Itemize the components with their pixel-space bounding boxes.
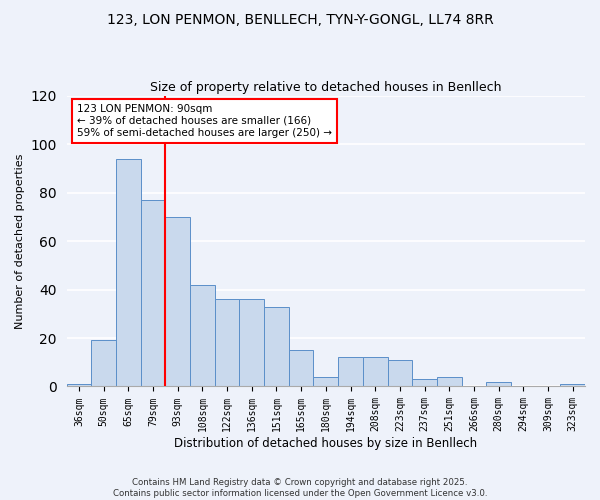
Bar: [166, 217, 190, 386]
Bar: [91, 340, 116, 386]
Bar: [388, 360, 412, 386]
Bar: [264, 306, 289, 386]
Bar: [338, 358, 363, 386]
Bar: [215, 299, 239, 386]
Bar: [437, 377, 461, 386]
Bar: [560, 384, 585, 386]
Title: Size of property relative to detached houses in Benllech: Size of property relative to detached ho…: [150, 82, 502, 94]
Bar: [190, 284, 215, 386]
Bar: [486, 382, 511, 386]
Text: 123, LON PENMON, BENLLECH, TYN-Y-GONGL, LL74 8RR: 123, LON PENMON, BENLLECH, TYN-Y-GONGL, …: [107, 12, 493, 26]
X-axis label: Distribution of detached houses by size in Benllech: Distribution of detached houses by size …: [174, 437, 478, 450]
Bar: [239, 299, 264, 386]
Text: 123 LON PENMON: 90sqm
← 39% of detached houses are smaller (166)
59% of semi-det: 123 LON PENMON: 90sqm ← 39% of detached …: [77, 104, 332, 138]
Text: Contains HM Land Registry data © Crown copyright and database right 2025.
Contai: Contains HM Land Registry data © Crown c…: [113, 478, 487, 498]
Bar: [289, 350, 313, 387]
Bar: [412, 379, 437, 386]
Bar: [313, 377, 338, 386]
Y-axis label: Number of detached properties: Number of detached properties: [15, 154, 25, 329]
Bar: [141, 200, 166, 386]
Bar: [116, 158, 141, 386]
Bar: [67, 384, 91, 386]
Bar: [363, 358, 388, 386]
